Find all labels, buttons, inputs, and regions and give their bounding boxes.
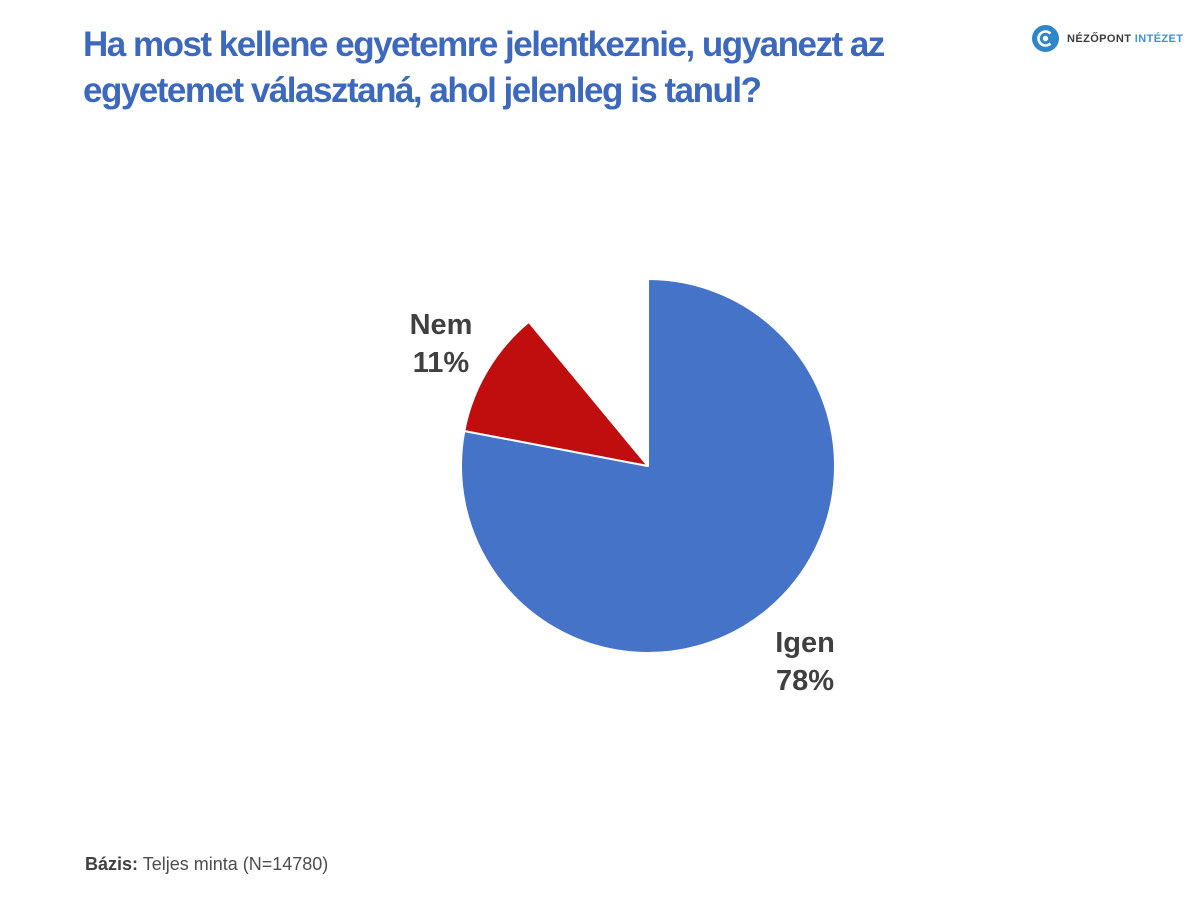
logo-brand-name: NÉZŐPONT: [1067, 32, 1132, 45]
pie-label-nem-value: 11%: [412, 347, 470, 379]
pie-label-nem: Nem 11%: [366, 306, 516, 382]
pie-label-igen-value: 78%: [775, 665, 835, 697]
pie-label-igen: Igen 78%: [730, 624, 880, 700]
nezopont-eye-icon: [1032, 25, 1059, 52]
logo-brand-suffix: INTÉZET: [1134, 32, 1184, 45]
basis-note: Bázis: Teljes minta (N=14780): [85, 853, 328, 875]
pie-chart: [458, 276, 838, 656]
pie-slice-nem: [463, 320, 649, 467]
page-title: Ha most kellene egyetemre jelentkeznie, …: [83, 25, 885, 110]
logo-wordmark: NÉZŐPONT INTÉZET: [1067, 33, 1183, 45]
basis-text: Teljes minta (N=14780): [138, 854, 329, 874]
pie-label-igen-text: Igen: [775, 627, 835, 659]
basis-label: Bázis:: [85, 854, 139, 874]
pie-chart-svg: [460, 278, 836, 654]
nezopont-logo: NÉZŐPONT INTÉZET: [1032, 25, 1183, 52]
pie-label-nem-text: Nem: [409, 309, 473, 341]
